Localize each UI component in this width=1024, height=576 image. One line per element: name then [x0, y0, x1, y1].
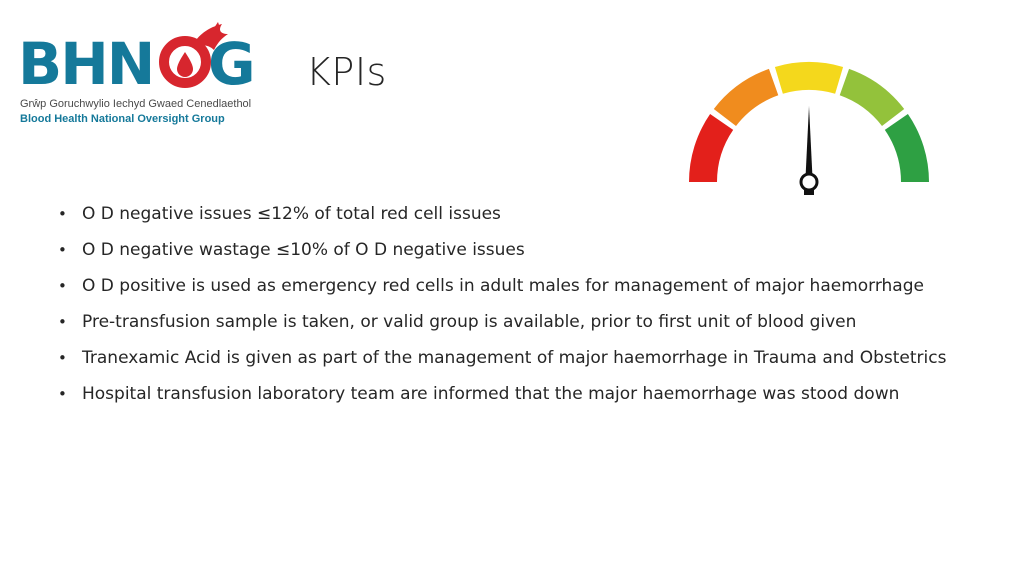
bullet-dot: • — [58, 313, 67, 331]
kpi-bullet-text: Pre-transfusion sample is taken, or vali… — [82, 312, 857, 332]
bullet-dot: • — [58, 277, 67, 295]
kpi-bullet-item: • Pre-transfusion sample is taken, or val… — [58, 304, 998, 340]
svg-text:G: G — [208, 30, 256, 92]
kpi-bullet-item: • Tranexamic Acid is given as part of the… — [58, 340, 998, 376]
kpi-bullet-item: • O D negative wastage ≤10% of O D negati… — [58, 232, 998, 268]
bhnog-wordmark-logo: BHN G — [18, 22, 256, 92]
bullet-dot: • — [58, 241, 67, 259]
gauge-segment — [689, 114, 734, 182]
gauge-segment — [713, 68, 779, 126]
kpi-bullet-item: • O D positive is used as emergency red c… — [58, 268, 998, 304]
gauge-needle-base — [804, 189, 814, 195]
bullet-dot: • — [58, 349, 67, 367]
gauge-segment — [839, 68, 905, 126]
bullet-dot: • — [58, 385, 67, 403]
kpi-bullet-list: • O D negative issues ≤12% of total red c… — [58, 196, 998, 412]
kpi-bullet-text: Hospital transfusion laboratory team are… — [82, 384, 900, 404]
bhnog-logo: BHN G Grŵp Goruchwylio Iechyd Gwaed Cene… — [18, 22, 288, 130]
slide-title: KPIs — [306, 50, 387, 94]
gauge-segments — [689, 62, 929, 182]
kpi-bullet-text: O D positive is used as emergency red ce… — [82, 276, 924, 296]
kpi-bullet-text: O D negative wastage ≤10% of O D negativ… — [82, 240, 525, 260]
kpi-bullet-item: • Hospital transfusion laboratory team ar… — [58, 376, 998, 412]
logo-welsh-name: Grŵp Goruchwylio Iechyd Gwaed Cenedlaeth… — [20, 98, 252, 110]
speedometer-gauge-icon — [689, 62, 929, 195]
gauge-segment — [774, 62, 844, 94]
gauge-segment — [884, 114, 929, 182]
kpi-bullet-item: • O D negative issues ≤12% of total red c… — [58, 196, 998, 232]
kpi-bullet-text: O D negative issues ≤12% of total red ce… — [82, 204, 501, 224]
gauge-needle — [805, 106, 813, 188]
svg-text:BHN: BHN — [18, 30, 153, 92]
bullet-dot: • — [58, 205, 67, 223]
logo-english-name: Blood Health National Oversight Group — [20, 113, 225, 125]
kpi-bullet-text: Tranexamic Acid is given as part of the … — [82, 348, 947, 368]
gauge-needle-hub — [799, 172, 819, 192]
